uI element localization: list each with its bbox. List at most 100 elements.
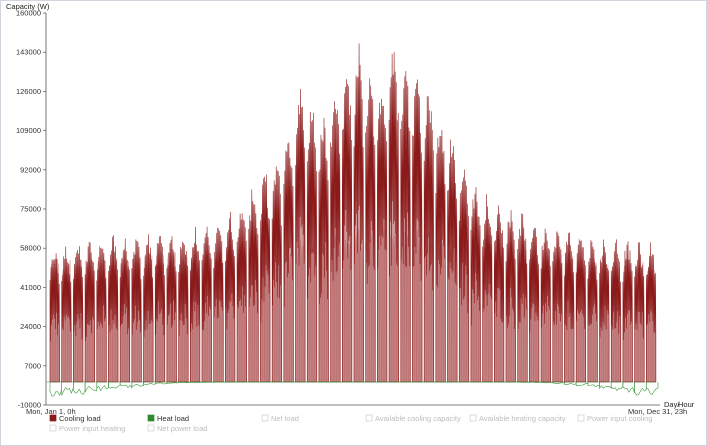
heat-load-line	[634, 381, 647, 396]
legend-label[interactable]: Heat load	[157, 414, 189, 423]
cooling-load-area	[119, 238, 131, 383]
cooling-load-area	[423, 96, 435, 383]
y-tick-label: 24000	[20, 322, 41, 331]
x-tick-end: Mon, Dec 31, 23h	[628, 407, 687, 416]
cooling-load-area	[599, 239, 610, 383]
y-tick-label: 58000	[20, 244, 41, 253]
cooling-load-area	[482, 194, 493, 383]
series-layer	[49, 43, 659, 397]
cooling-load-area	[435, 129, 446, 383]
legend-label[interactable]: Available cooling capacity	[375, 414, 461, 423]
cooling-load-area	[365, 78, 376, 383]
cooling-load-area	[353, 43, 364, 383]
cooling-load-area	[190, 226, 201, 383]
cooling-load-area	[306, 111, 318, 383]
cooling-load-area	[49, 253, 60, 383]
heat-load-line	[564, 381, 577, 386]
cooling-load-area	[154, 235, 166, 383]
y-tick-label: 160000	[16, 9, 41, 18]
cooling-load-area	[634, 242, 645, 383]
cooling-load-area	[108, 235, 119, 383]
cooling-load-area	[318, 117, 329, 383]
cooling-load-area	[575, 239, 587, 383]
legend-swatch[interactable]	[49, 424, 57, 432]
y-tick-label: 75000	[20, 205, 41, 214]
cooling-load-area	[73, 246, 84, 383]
heat-load-line	[49, 381, 62, 397]
cooling-load-area	[131, 239, 142, 383]
cooling-load-area	[564, 232, 575, 383]
cooling-load-area	[470, 187, 481, 383]
heat-load-line	[61, 381, 74, 396]
cooling-load-area	[283, 142, 294, 383]
cooling-load-area	[646, 242, 657, 383]
legend-swatch[interactable]	[49, 414, 57, 422]
heat-load-line	[119, 381, 133, 389]
cooling-load-area	[388, 51, 399, 383]
cooling-load-area	[96, 246, 107, 383]
heat-load-line	[540, 381, 554, 384]
heat-load-line	[622, 381, 635, 394]
legend-swatch[interactable]	[365, 414, 373, 422]
cooling-load-area	[529, 227, 540, 383]
y-tick-label: 126000	[16, 87, 41, 96]
y-tick-label: 143000	[16, 48, 41, 57]
cooling-load-area	[517, 213, 528, 383]
legend-label[interactable]: Available heating capacity	[479, 414, 566, 423]
legend-label[interactable]: Power input cooling	[587, 414, 652, 423]
cooling-load-area	[201, 226, 212, 383]
legend: Cooling load Heat load Net load Available c…	[49, 414, 652, 433]
legend-swatch[interactable]	[577, 414, 585, 422]
cooling-load-area	[271, 166, 283, 383]
heat-load-line	[599, 381, 612, 390]
heat-load-line	[84, 381, 98, 393]
cooling-load-area	[61, 246, 72, 383]
y-axis-title: Capacity (W)	[6, 2, 50, 11]
legend-label[interactable]: Net power load	[157, 424, 207, 433]
cooling-load-area	[400, 71, 411, 383]
cooling-load-area	[540, 228, 551, 383]
cooling-load-area	[178, 241, 189, 383]
heat-load-line	[552, 381, 565, 384]
heat-load-line	[529, 381, 542, 383]
cooling-load-area	[412, 79, 423, 383]
heat-load-line	[131, 381, 144, 387]
x-tick-start: Mon, Jan 1, 0h	[26, 407, 76, 416]
x-axis-title-line2: Hour	[678, 400, 695, 409]
cooling-load-area	[84, 241, 95, 383]
y-tick-label: -10000	[18, 401, 41, 410]
heat-load-line	[587, 381, 600, 388]
cooling-load-area	[248, 189, 259, 383]
cooling-load-area	[143, 234, 154, 383]
heat-load-line	[166, 381, 179, 384]
heat-load-line	[646, 381, 659, 395]
legend-label[interactable]: Cooling load	[59, 414, 101, 423]
y-tick-label: 41000	[20, 283, 41, 292]
cooling-load-area	[330, 101, 341, 383]
legend-swatch[interactable]	[469, 414, 477, 422]
cooling-load-area	[213, 227, 224, 383]
cooling-load-area	[447, 139, 458, 383]
legend-swatch[interactable]	[147, 424, 155, 432]
cooling-load-area	[587, 240, 598, 383]
heat-load-line	[178, 381, 191, 384]
heat-load-line	[143, 381, 156, 385]
legend-swatch[interactable]	[147, 414, 155, 422]
cooling-load-area	[236, 213, 247, 383]
cooling-load-area	[295, 88, 306, 383]
cooling-load-area	[342, 79, 353, 383]
heat-load-line	[610, 381, 624, 392]
heat-load-line	[575, 381, 589, 387]
heat-load-line	[73, 381, 86, 396]
legend-swatch[interactable]	[261, 414, 269, 422]
y-tick-label: 109000	[16, 126, 41, 135]
y-tick-label: 92000	[20, 165, 41, 174]
legend-label[interactable]: Power input heating	[59, 424, 125, 433]
cooling-load-area	[494, 205, 505, 383]
cooling-load-area	[166, 236, 177, 383]
legend-label[interactable]: Net load	[271, 414, 299, 423]
cooling-load-area	[610, 239, 622, 383]
cooling-load-area	[260, 174, 271, 383]
y-ticks: -10000 7000 24000 41000 58000 75000 92000 10900…	[16, 9, 46, 410]
